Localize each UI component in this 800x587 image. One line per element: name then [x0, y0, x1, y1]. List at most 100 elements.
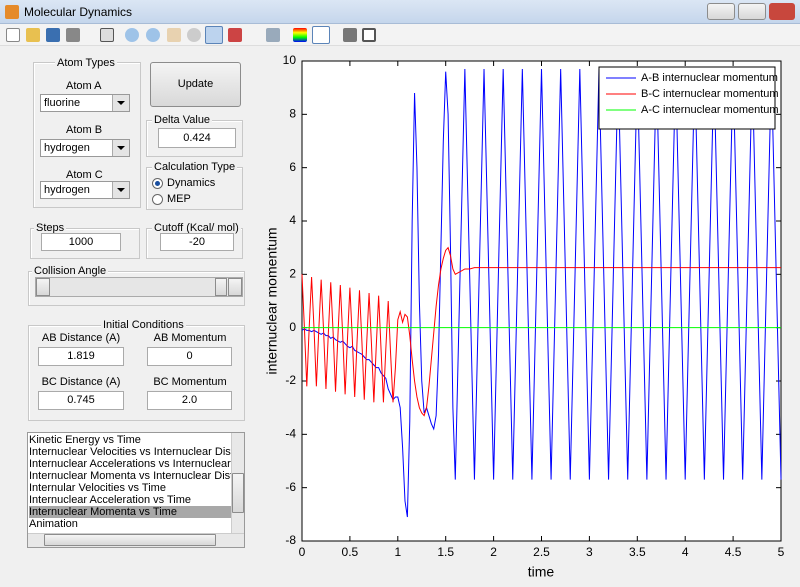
app-icon: [5, 5, 19, 19]
y-tick-label: -6: [285, 480, 296, 494]
data-cursor-icon[interactable]: [205, 26, 223, 44]
show-tools-icon[interactable]: [362, 28, 376, 42]
label: Atom B: [66, 124, 103, 136]
x-tick-label: 0: [299, 545, 306, 559]
slider-left[interactable]: [36, 278, 50, 296]
y-tick-label: 4: [289, 213, 296, 227]
toolbar: [0, 24, 800, 46]
panel-title: Steps: [34, 222, 67, 234]
save-icon[interactable]: [46, 28, 60, 42]
field-input[interactable]: 2.0: [147, 391, 232, 410]
list-item[interactable]: Internuclear Acceleration vs Time: [29, 494, 192, 506]
delta-input[interactable]: 0.424: [158, 128, 236, 148]
new-icon[interactable]: [6, 28, 20, 42]
x-tick-label: 1: [394, 545, 401, 559]
print-icon[interactable]: [66, 28, 80, 42]
series-line: [301, 246, 781, 417]
slider-thumb[interactable]: [215, 278, 227, 296]
x-axis-label: time: [528, 564, 555, 580]
steps-panel: [30, 228, 140, 259]
y-tick-label: 8: [289, 107, 296, 121]
window-title: Molecular Dynamics: [24, 5, 133, 19]
panel-title: Initial Conditions: [101, 319, 186, 331]
list-item[interactable]: Internuclear Accelerations vs Internucle…: [29, 458, 231, 470]
plot-listbox[interactable]: Kinetic Energy vs Time Internuclear Veloc…: [27, 432, 245, 548]
field-input[interactable]: 1.819: [38, 347, 124, 366]
field-input[interactable]: 0.745: [38, 391, 124, 410]
legend-label: B-C internuclear momentum: [641, 88, 779, 100]
x-tick-label: 3: [586, 545, 593, 559]
x-tick-label: 0.5: [342, 545, 359, 559]
field-label: BC Momentum: [153, 376, 227, 388]
y-tick-label: -8: [285, 533, 296, 547]
dropdown-arrow: [117, 146, 125, 150]
field-input[interactable]: 0: [147, 347, 232, 366]
scroll-thumb[interactable]: [232, 473, 244, 513]
x-tick-label: 2.5: [533, 545, 550, 559]
panel-title: Collision Angle: [32, 265, 109, 277]
x-tick-label: 1.5: [437, 545, 454, 559]
pointer-icon[interactable]: [100, 28, 114, 42]
pan-icon[interactable]: [167, 28, 181, 42]
zoom-in-icon[interactable]: [125, 28, 139, 42]
y-tick-label: 0: [289, 320, 296, 334]
list-item[interactable]: Internular Velocities vs Time: [29, 482, 166, 494]
steps-input[interactable]: 1000: [41, 233, 121, 251]
radio-label[interactable]: Dynamics: [167, 177, 216, 189]
y-tick-label: -2: [285, 373, 296, 387]
radio-button[interactable]: [152, 194, 163, 205]
x-tick-label: 5: [778, 545, 785, 559]
collision-angle-slider[interactable]: [35, 277, 243, 297]
legend-box: [598, 66, 776, 130]
atom-c-select[interactable]: hydrogen: [40, 181, 130, 199]
dropdown-arrow: [117, 101, 125, 105]
close-button[interactable]: [769, 3, 795, 20]
x-tick-label: 2: [490, 545, 497, 559]
panel-title: Calculation Type: [152, 161, 238, 173]
field-label: AB Momentum: [153, 332, 227, 344]
minimize-button[interactable]: [707, 3, 735, 20]
legend-label: A-C internuclear momentum: [641, 104, 779, 116]
x-tick-label: 3.5: [629, 545, 646, 559]
rotate-icon[interactable]: [187, 28, 201, 42]
x-tick-label: 4.5: [725, 545, 742, 559]
y-tick-label: 6: [289, 160, 296, 174]
zoom-out-icon[interactable]: [146, 28, 160, 42]
scroll-thumb[interactable]: [44, 534, 216, 546]
open-icon[interactable]: [26, 28, 40, 42]
colorbar-icon[interactable]: [293, 28, 307, 42]
label: Atom C: [66, 169, 103, 181]
update-button[interactable]: Update: [150, 62, 241, 107]
panel-title: Delta Value: [152, 114, 213, 126]
radio-label[interactable]: MEP: [167, 193, 191, 205]
list-item[interactable]: Animation: [29, 518, 78, 530]
list-item[interactable]: Internuclear Momenta vs Time: [29, 506, 231, 518]
panel-title: Cutoff (Kcal/ mol): [152, 222, 241, 234]
legend-label: A-B internuclear momentum: [641, 72, 778, 84]
list-item[interactable]: Internuclear Momenta vs Internuclear Dis…: [29, 470, 231, 482]
radio-dot: [155, 181, 160, 186]
field-label: AB Distance (A): [41, 332, 121, 344]
plot-area: [301, 60, 782, 542]
field-label: BC Distance (A): [41, 376, 121, 388]
chart: time internuclear momentum -8 -6 -4 -2 0 2 4 6 8…: [264, 53, 785, 580]
cutoff-input[interactable]: -20: [160, 233, 234, 251]
link-icon[interactable]: [266, 28, 280, 42]
list-item[interactable]: Internuclear Velocities vs Internuclear …: [29, 446, 231, 458]
dropdown-arrow: [117, 188, 125, 192]
maximize-button[interactable]: [738, 3, 766, 20]
hide-tools-icon[interactable]: [343, 28, 357, 42]
x-tick-label: 4: [682, 545, 689, 559]
brush-icon[interactable]: [228, 28, 242, 42]
label: Atom A: [66, 80, 102, 92]
legend-icon[interactable]: [312, 26, 330, 44]
slider-right[interactable]: [228, 278, 242, 296]
y-tick-label: -4: [285, 427, 296, 441]
y-tick-label: 2: [289, 267, 296, 281]
title-bar: Molecular Dynamics: [0, 0, 800, 24]
collision-angle-panel: [28, 271, 245, 306]
y-tick-label: 10: [283, 53, 297, 67]
list-item[interactable]: Kinetic Energy vs Time: [29, 434, 141, 446]
y-axis-label: internuclear momentum: [264, 227, 280, 374]
